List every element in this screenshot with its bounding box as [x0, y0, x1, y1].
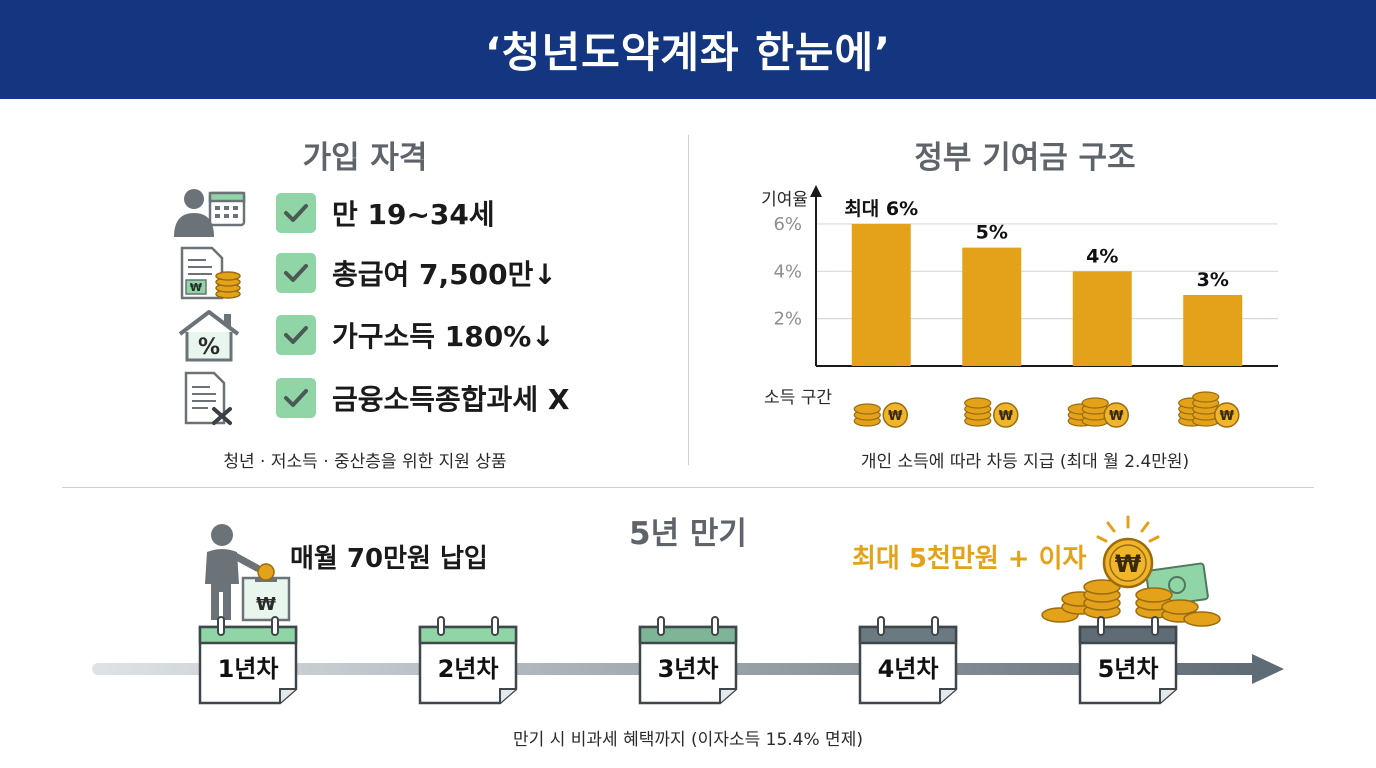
eligibility-title: 가입 자격	[302, 140, 428, 176]
eligibility-item-text: 가구소득 180%↓	[332, 320, 555, 353]
svg-text:₩: ₩	[888, 409, 903, 424]
contribution-caption: 개인 소득에 따라 차등 지급 (최대 월 2.4만원)	[860, 452, 1190, 472]
eligibility-item-salary: ₩ 총급여 7,500만↓	[172, 243, 557, 303]
timeline-year-3: 3년차	[638, 615, 738, 705]
maturity-title: 5년 만기	[629, 516, 747, 552]
y-axis-label: 기여율	[761, 190, 808, 210]
eligibility-item-age: 만 19~34세	[172, 183, 495, 243]
y-tick-label: 2%	[773, 309, 802, 330]
maturity-caption: 만기 시 비과세 혜택까지 (이자소득 15.4% 면제)	[513, 730, 863, 750]
timeline-year-5: 5년차	[1078, 615, 1178, 705]
timeline-year-2: 2년차	[418, 615, 518, 705]
bar	[962, 247, 1022, 366]
person-deposit-icon: ₩	[195, 522, 295, 626]
calendar-icon	[198, 616, 298, 705]
y-tick-label: 4%	[773, 261, 802, 282]
salary-document-coins-icon: ₩	[172, 243, 246, 303]
year-label: 1년차	[217, 655, 279, 683]
bar	[1072, 271, 1132, 366]
check-icon	[276, 378, 316, 418]
bar	[851, 223, 911, 366]
svg-text:₩: ₩	[999, 409, 1014, 424]
calendar-icon	[858, 616, 958, 705]
reward-label: 최대 5천만원 + 이자	[852, 544, 1087, 574]
person-calendar-icon	[172, 183, 246, 243]
year-label: 5년차	[1097, 655, 1159, 683]
contribution-title: 정부 기여금 구조	[914, 140, 1136, 176]
check-icon	[276, 193, 316, 233]
y-axis-arrow	[810, 185, 822, 197]
bar-value-label: 4%	[1086, 245, 1118, 267]
bar	[1183, 294, 1243, 366]
year-label: 4년차	[877, 655, 939, 683]
bar-value-label: 최대 6%	[844, 198, 918, 220]
deposit-label: 매월 70만원 납입	[290, 544, 488, 574]
svg-text:₩: ₩	[256, 594, 276, 615]
eligibility-item-text: 금융소득종합과세 X	[332, 383, 570, 416]
coin-stack-icon: ₩	[1178, 391, 1240, 428]
calendar-icon	[638, 616, 738, 705]
svg-text:₩: ₩	[1115, 550, 1142, 578]
coin-stack-icon: ₩	[1067, 397, 1129, 428]
eligibility-caption: 청년 · 저소득 · 중산층을 위한 지원 상품	[223, 452, 507, 472]
document-x-icon	[172, 368, 246, 428]
year-label: 3년차	[657, 655, 719, 683]
horizontal-divider	[62, 487, 1314, 488]
calendar-icon	[418, 616, 518, 705]
check-icon	[276, 315, 316, 355]
vertical-divider	[688, 135, 689, 465]
year-label: 2년차	[437, 655, 499, 683]
money-pile-icon: ₩	[1030, 515, 1230, 639]
page-title: ‘청년도약계좌 한눈에’	[484, 28, 892, 77]
house-percent-icon: %	[172, 305, 246, 365]
bar-value-label: 5%	[976, 222, 1008, 244]
eligibility-item-household: % 가구소득 180%↓	[172, 305, 555, 365]
check-icon	[276, 253, 316, 293]
coin-stack-icon: ₩	[853, 402, 908, 428]
svg-text:₩: ₩	[190, 281, 202, 294]
y-tick-label: 6%	[773, 214, 802, 235]
eligibility-item-text: 총급여 7,500만↓	[332, 258, 557, 291]
timeline-year-1: 1년차	[198, 615, 298, 705]
timeline-year-4: 4년차	[858, 615, 958, 705]
eligibility-item-tax: 금융소득종합과세 X	[172, 368, 569, 428]
eligibility-item-text: 만 19~34세	[332, 198, 495, 231]
svg-text:₩: ₩	[1109, 409, 1124, 424]
calendar-icon	[1078, 616, 1178, 705]
header-banner: ‘청년도약계좌 한눈에’	[0, 0, 1376, 99]
bar-value-label: 3%	[1197, 269, 1229, 291]
coin-stack-icon: ₩	[964, 397, 1019, 428]
svg-text:₩: ₩	[1220, 409, 1235, 424]
svg-text:%: %	[198, 335, 220, 360]
x-axis-label: 소득 구간	[764, 388, 832, 408]
